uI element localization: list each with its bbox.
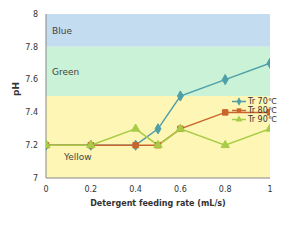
svg-text:0.4: 0.4 xyxy=(129,185,142,194)
svg-text:8: 8 xyxy=(33,10,38,19)
svg-text:Green: Green xyxy=(52,67,79,77)
html-text:Tr 90℃: Tr 90℃ xyxy=(248,115,277,124)
svg-text:0.6: 0.6 xyxy=(174,185,187,194)
svg-text:Yellow: Yellow xyxy=(63,152,92,162)
html-text:Tr 80℃: Tr 80℃ xyxy=(248,106,277,115)
svg-text:0.8: 0.8 xyxy=(219,185,232,194)
svg-text:1: 1 xyxy=(267,185,272,194)
svg-text:7: 7 xyxy=(33,174,38,183)
html-text:Tr 70℃: Tr 70℃ xyxy=(248,97,277,106)
svg-text:7.8: 7.8 xyxy=(25,43,38,52)
svg-text:Blue: Blue xyxy=(52,26,72,36)
svg-text:0.2: 0.2 xyxy=(84,185,97,194)
svg-text:0: 0 xyxy=(43,185,48,194)
svg-text:7.6: 7.6 xyxy=(25,75,38,84)
svg-text:7.4: 7.4 xyxy=(25,108,38,117)
svg-text:pH: pH xyxy=(11,82,21,96)
svg-text:Detergent feeding rate (mL/s): Detergent feeding rate (mL/s) xyxy=(90,199,226,208)
svg-text:7.2: 7.2 xyxy=(25,141,38,150)
